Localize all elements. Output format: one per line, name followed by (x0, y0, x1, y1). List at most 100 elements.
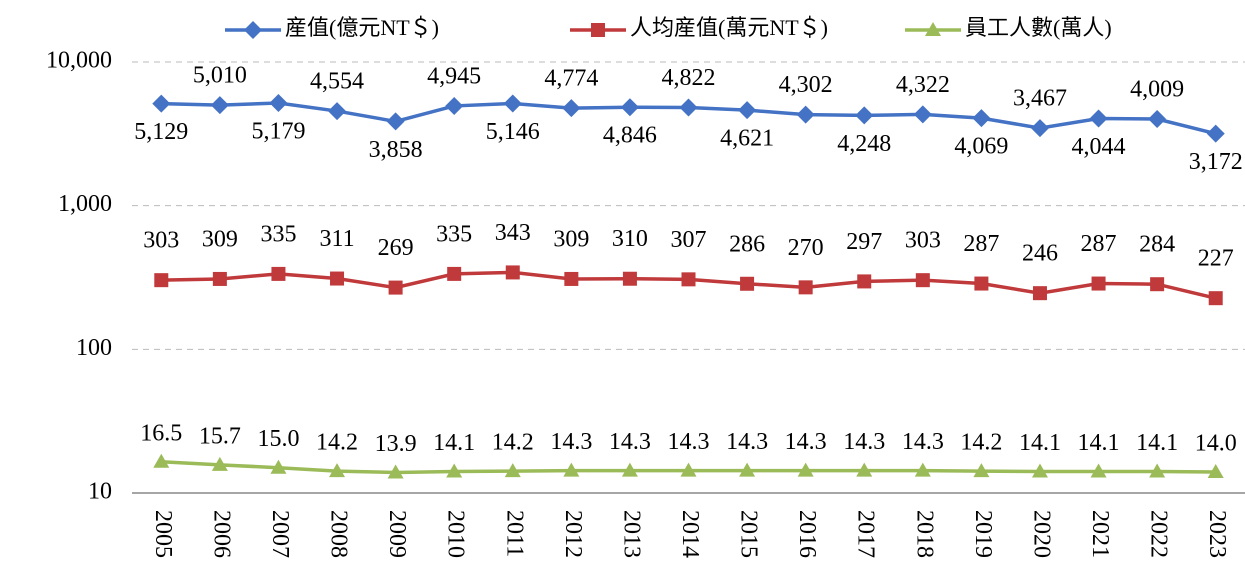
x-tick-label: 2010 (443, 510, 469, 558)
data-point (740, 276, 755, 291)
data-label: 4,069 (954, 134, 1008, 160)
data-label: 335 (260, 221, 296, 247)
x-tick-label: 2023 (1204, 510, 1230, 558)
x-tick-label: 2019 (970, 510, 996, 558)
x-tick-label: 2009 (384, 510, 410, 558)
data-label: 14.1 (433, 430, 475, 456)
data-label: 5,010 (193, 63, 247, 89)
data-point (1207, 464, 1224, 479)
x-tick-label: 2007 (267, 510, 293, 558)
data-label: 5,179 (251, 119, 305, 145)
data-point (211, 456, 228, 471)
data-label: 4,044 (1072, 134, 1126, 160)
data-label: 14.2 (960, 430, 1002, 456)
data-point (739, 462, 756, 477)
data-point (1149, 463, 1166, 478)
data-point (562, 99, 581, 118)
data-label: 284 (1139, 232, 1175, 258)
data-label: 3,467 (1013, 86, 1067, 112)
data-point (797, 462, 814, 477)
data-label: 303 (905, 228, 941, 254)
data-point (271, 266, 286, 281)
x-tick-label: 2011 (501, 510, 527, 557)
data-label: 14.3 (843, 429, 885, 455)
data-label: 4,554 (310, 69, 364, 95)
data-label: 3,172 (1189, 149, 1243, 175)
data-point (857, 274, 872, 289)
data-point (210, 96, 229, 115)
x-tick-label: 2022 (1146, 510, 1172, 558)
data-label: 14.3 (609, 429, 651, 455)
data-point (505, 265, 520, 280)
y-tick-label: 10 (88, 479, 112, 505)
data-label: 270 (788, 235, 824, 261)
legend-label: 人均産值(萬元NT＄) (630, 15, 828, 40)
data-label: 14.3 (785, 429, 827, 455)
data-point (796, 105, 815, 124)
x-tick-label: 2016 (794, 510, 820, 558)
data-label: 343 (495, 220, 531, 246)
data-point (1091, 276, 1106, 291)
data-label: 15.7 (199, 423, 241, 449)
data-point (386, 112, 405, 131)
data-label: 307 (671, 227, 707, 253)
x-tick-label: 2021 (1087, 510, 1113, 558)
x-tick-label: 2020 (1028, 510, 1054, 558)
data-point (974, 276, 989, 291)
legend-marker (591, 23, 605, 37)
y-tick-label: 1,000 (58, 191, 112, 217)
data-label: 4,945 (427, 63, 481, 89)
data-label: 13.9 (375, 431, 417, 457)
data-label: 246 (1022, 241, 1058, 267)
data-label: 3,858 (369, 137, 423, 163)
data-label: 14.1 (1078, 430, 1120, 456)
data-label: 287 (1081, 231, 1117, 257)
data-point (212, 271, 227, 286)
data-point (914, 462, 931, 477)
data-point (153, 453, 170, 468)
legend-label: 員工人數(萬人) (965, 15, 1112, 40)
data-label: 14.3 (726, 429, 768, 455)
data-label: 4,009 (1130, 77, 1184, 103)
data-point (1150, 277, 1165, 292)
data-point (154, 273, 169, 288)
data-point (681, 272, 696, 287)
data-point (329, 463, 346, 478)
x-tick-label: 2018 (911, 510, 937, 558)
data-point (620, 98, 639, 117)
data-point (913, 105, 932, 124)
data-point (1090, 463, 1107, 478)
data-point (447, 266, 462, 281)
data-label: 311 (319, 226, 354, 252)
data-point (152, 94, 171, 113)
data-label: 14.2 (316, 430, 358, 456)
data-point (446, 463, 463, 478)
data-label: 227 (1198, 246, 1234, 272)
data-point (680, 462, 697, 477)
legend-label: 産值(億元NT＄) (285, 15, 439, 40)
data-label: 14.1 (1019, 430, 1061, 456)
data-label: 4,302 (779, 72, 833, 98)
data-point (1032, 286, 1047, 301)
data-label: 4,846 (603, 123, 657, 149)
data-point (738, 101, 757, 120)
x-tick-label: 2015 (736, 510, 762, 558)
y-tick-label: 10,000 (46, 48, 112, 74)
data-label: 14.3 (902, 429, 944, 455)
data-point (972, 109, 991, 128)
x-tick-label: 2017 (853, 510, 879, 558)
x-tick-label: 2008 (326, 510, 352, 558)
data-label: 14.3 (550, 429, 592, 455)
data-point (270, 459, 287, 474)
x-tick-label: 2014 (677, 510, 703, 558)
data-point (855, 106, 874, 125)
data-label: 310 (612, 226, 648, 252)
data-label: 297 (846, 229, 882, 255)
data-point (621, 462, 638, 477)
legend-marker (244, 21, 262, 39)
x-tick-label: 2006 (208, 510, 234, 558)
data-point (504, 463, 521, 478)
legend-marker (925, 22, 941, 36)
data-label: 287 (963, 231, 999, 257)
